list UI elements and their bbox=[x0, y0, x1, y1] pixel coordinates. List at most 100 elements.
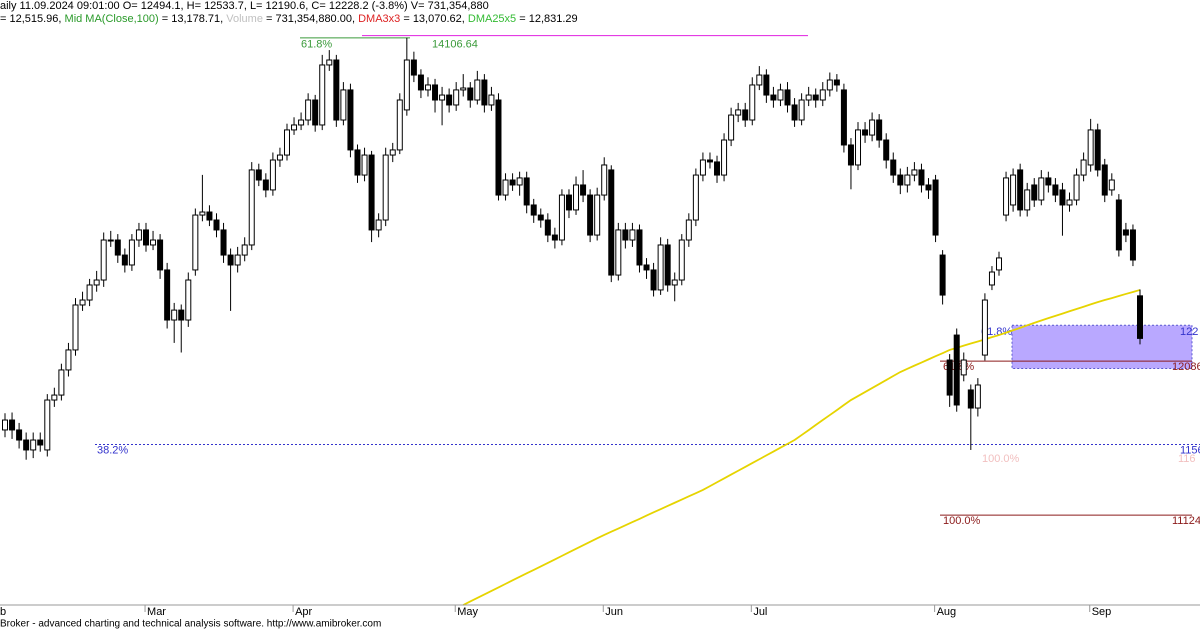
candle-body bbox=[932, 179, 939, 236]
candle-body bbox=[227, 254, 234, 266]
footer: Broker - advanced charting and technical… bbox=[0, 619, 381, 630]
candle-body bbox=[65, 349, 72, 371]
header-line-1: aily 11.09.2024 09:01:00 O= 12494.1, H= … bbox=[0, 0, 489, 12]
candle-body bbox=[812, 94, 819, 101]
zone-label: 122 bbox=[1180, 326, 1198, 338]
candle-body bbox=[749, 84, 756, 121]
header-segment: DMA25x5 bbox=[468, 13, 516, 25]
candle-body bbox=[291, 124, 298, 131]
candle-body bbox=[594, 194, 601, 236]
candle-body bbox=[446, 94, 453, 106]
candle-body bbox=[763, 74, 770, 96]
candle-body bbox=[685, 219, 692, 241]
x-tick-label: b bbox=[0, 606, 6, 618]
header-segment: = 731,354,880.00, bbox=[263, 13, 358, 25]
candle-body bbox=[544, 219, 551, 236]
candle-body bbox=[460, 87, 467, 91]
candle-body bbox=[819, 89, 826, 101]
candle-body bbox=[361, 154, 368, 176]
candle-body bbox=[988, 271, 995, 286]
candle-body bbox=[58, 369, 65, 396]
candle-body bbox=[1003, 177, 1010, 216]
header-segment: = 12,831.29 bbox=[516, 13, 577, 25]
candle-body bbox=[439, 94, 446, 101]
overlay-line bbox=[462, 289, 1141, 606]
header-segment: Volume bbox=[226, 13, 263, 25]
candle-body bbox=[509, 179, 516, 186]
candle-body bbox=[869, 119, 876, 136]
candle-body bbox=[615, 229, 622, 276]
candle-body bbox=[580, 184, 587, 196]
candle-body bbox=[199, 211, 206, 216]
candle-body bbox=[756, 74, 763, 86]
candle-body bbox=[826, 79, 833, 91]
zone-label: 61.8% bbox=[981, 326, 1012, 338]
candle-body bbox=[340, 89, 347, 121]
x-tick-label: Jul bbox=[753, 606, 767, 618]
candle-body bbox=[1073, 174, 1080, 201]
candle-body bbox=[974, 384, 981, 409]
candle-body bbox=[904, 174, 911, 186]
candle-body bbox=[403, 59, 410, 111]
candle-body bbox=[410, 59, 417, 76]
candle-body bbox=[1080, 159, 1087, 176]
candle-body bbox=[453, 89, 460, 106]
candle-body bbox=[213, 219, 220, 231]
candle-body bbox=[467, 87, 474, 101]
candle-body bbox=[474, 79, 481, 101]
candle-body bbox=[1094, 129, 1101, 171]
candle-body bbox=[960, 359, 967, 376]
candle-body bbox=[657, 244, 664, 291]
candle-body bbox=[1017, 169, 1024, 211]
candle-body bbox=[1129, 229, 1136, 261]
candle-body bbox=[551, 234, 558, 241]
candle-body bbox=[333, 59, 340, 121]
candle-body bbox=[326, 59, 333, 66]
candle-body bbox=[805, 94, 812, 101]
candle-body bbox=[883, 139, 890, 161]
header-segment: = 13,070.62, bbox=[400, 13, 468, 25]
candle-body bbox=[925, 184, 932, 191]
candle-body bbox=[502, 179, 509, 196]
x-tick-label: Sep bbox=[1092, 606, 1112, 618]
candle-body bbox=[1052, 184, 1059, 196]
candle-body bbox=[276, 154, 283, 161]
candle-body bbox=[368, 154, 375, 231]
candle-body bbox=[953, 334, 960, 406]
candle-body bbox=[981, 299, 988, 356]
candle-body bbox=[234, 254, 241, 266]
candle-body bbox=[587, 194, 594, 236]
candle-body bbox=[1108, 179, 1115, 191]
candle-body bbox=[1066, 199, 1073, 206]
candle-body bbox=[721, 139, 728, 176]
plot-area: 61.8%12261.8%14106.6438.2%115661.8%12086… bbox=[2, 35, 1200, 606]
candle-body bbox=[996, 257, 1003, 271]
candle-body bbox=[601, 164, 608, 196]
candle-body bbox=[1115, 199, 1122, 251]
candle-body bbox=[862, 129, 869, 136]
candle-body bbox=[305, 99, 312, 121]
candle-body bbox=[784, 89, 791, 106]
candle-body bbox=[354, 149, 361, 176]
candle-body bbox=[157, 239, 164, 271]
candle-body bbox=[573, 184, 580, 211]
header-segment: = 13,178.71, bbox=[159, 13, 227, 25]
candle-body bbox=[171, 309, 178, 321]
candle-body bbox=[142, 229, 149, 246]
candle-body bbox=[671, 279, 678, 286]
level-label: 11124 bbox=[1172, 515, 1200, 527]
candle-body bbox=[164, 269, 171, 321]
candle-body bbox=[79, 299, 86, 306]
level-label: 1156 bbox=[1180, 444, 1200, 456]
x-tick-label: Jun bbox=[605, 606, 623, 618]
candle-body bbox=[777, 89, 784, 101]
candle-body bbox=[262, 179, 269, 191]
candle-body bbox=[728, 114, 735, 141]
candle-body bbox=[51, 394, 58, 401]
candle-body bbox=[206, 211, 213, 221]
candle-body bbox=[523, 177, 530, 206]
candle-body bbox=[495, 99, 502, 196]
level-label: 100.0% bbox=[982, 453, 1020, 465]
candle-body bbox=[382, 154, 389, 221]
header-segment: Mid MA(Close,100) bbox=[65, 13, 159, 25]
